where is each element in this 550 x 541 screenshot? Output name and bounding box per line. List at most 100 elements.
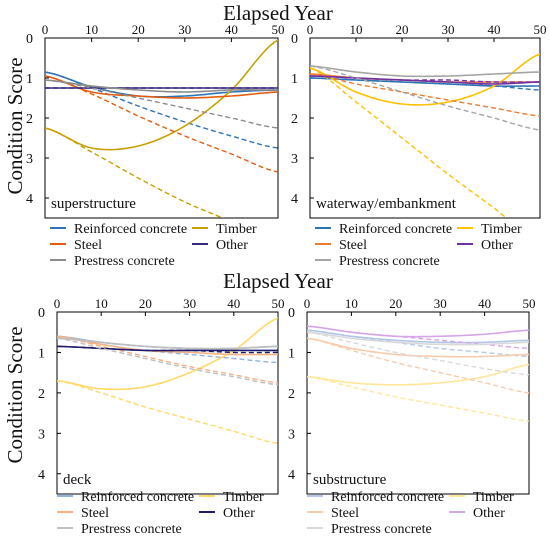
legend-item-reinforced-concrete: Reinforced concrete	[50, 222, 187, 237]
series-timber-solid	[45, 39, 278, 151]
y-tick-label: 2	[288, 387, 295, 402]
legend: Reinforced concrete Timber Steel Other Prest…	[315, 222, 522, 269]
legend-item-other: Other	[457, 238, 513, 253]
y-tick-label: 1	[291, 72, 298, 87]
x-tick-label: 40	[478, 296, 491, 311]
x-tick-label: 50	[272, 296, 285, 311]
series-prestress-concrete-solid	[307, 331, 529, 346]
legend-item-prestress-concrete: Prestress concrete	[315, 254, 440, 269]
legend-item-timber: Timber	[192, 222, 257, 237]
legend-item-reinforced-concrete: Reinforced concrete	[307, 490, 444, 505]
panel-title: superstructure	[51, 196, 136, 212]
legend-label: Prestress concrete	[339, 254, 440, 269]
plot-frame	[56, 311, 279, 495]
y-tick-label: 1	[288, 346, 295, 361]
legend-label: Steel	[339, 238, 367, 253]
x-tick-label: 30	[183, 296, 196, 311]
series-steel-solid	[307, 337, 529, 358]
series-prestress-concrete-solid	[45, 79, 278, 93]
legend-label: Timber	[473, 490, 514, 505]
y-tick-label: 0	[288, 306, 295, 321]
legend-item-timber: Timber	[457, 222, 522, 237]
series-reinforced-concrete-dashed	[57, 335, 278, 364]
series-prestress-concrete-solid	[310, 65, 540, 78]
series-timber-dashed	[57, 380, 278, 445]
legend-item-timber: Timber	[199, 490, 264, 505]
y-tick-label: 1	[26, 72, 33, 87]
legend-item-prestress-concrete: Prestress concrete	[50, 254, 175, 269]
panel-superstructure: 0 10 20 30 40 50 0 1 2 3 4 superstructure Reinforced…	[26, 22, 285, 269]
series-reinforced-concrete-solid	[310, 77, 540, 87]
legend-item-other: Other	[449, 506, 505, 521]
legend-item-prestress-concrete: Prestress concrete	[307, 522, 432, 537]
y-tick-label: 0	[26, 32, 33, 47]
top-y-axis-title: Condition Score	[3, 57, 27, 194]
series-prestress-concrete-dashed	[57, 337, 278, 386]
legend-label: Prestress concrete	[81, 522, 182, 537]
legend-label: Other	[216, 238, 248, 253]
y-tick-label: 4	[38, 468, 45, 483]
legend-label: Other	[473, 506, 505, 521]
legend-label: Reinforced concrete	[74, 222, 187, 237]
x-tick-label: 30	[434, 296, 447, 311]
y-tick-label: 4	[26, 192, 33, 207]
series-other-solid	[310, 75, 540, 85]
legend-item-steel: Steel	[57, 506, 109, 521]
legend-item-steel: Steel	[315, 238, 367, 253]
legend-item-timber: Timber	[449, 490, 514, 505]
legend-label: Prestress concrete	[331, 522, 432, 537]
legend-label: Timber	[223, 490, 264, 505]
series-other-solid	[57, 345, 278, 352]
x-tick-label: 40	[227, 296, 240, 311]
series-prestress-concrete-dashed	[307, 331, 529, 376]
x-tick-label: 50	[272, 22, 285, 37]
series-timber-solid	[57, 317, 278, 391]
x-tick-label: 50	[534, 22, 547, 37]
y-tick-label: 2	[26, 112, 33, 127]
x-tick-label: 20	[132, 22, 145, 37]
x-tick-label: 0	[42, 22, 49, 37]
x-tick-label: 30	[178, 22, 191, 37]
legend: Reinforced concrete Timber Steel Other Prest…	[57, 490, 264, 537]
legend-item-steel: Steel	[307, 506, 359, 521]
series-timber-solid	[307, 363, 529, 386]
series-steel-solid	[45, 75, 278, 99]
plot-frame	[309, 37, 541, 219]
panel-substructure: 0 10 20 30 40 50 0 1 2 3 4 substructure Reinforced c…	[288, 296, 536, 537]
panel-title: deck	[63, 472, 92, 488]
bottom-y-axis-title: Condition Score	[3, 326, 27, 463]
series-steel-dashed	[310, 73, 540, 117]
panel-title: waterway/embankment	[316, 196, 457, 212]
y-tick-label: 1	[38, 346, 45, 361]
x-tick-label: 50	[523, 296, 536, 311]
panel-waterway-embankment: 0 10 20 30 40 50 0 1 2 3 4 waterway/embankment Reinf…	[291, 22, 547, 269]
x-tick-label: 20	[389, 296, 402, 311]
series-other-dashed	[307, 325, 529, 350]
legend-item-reinforced-concrete: Reinforced concrete	[315, 222, 452, 237]
x-tick-label: 0	[54, 296, 61, 311]
series-other-solid	[307, 325, 529, 338]
series-other-dashed	[310, 75, 540, 83]
legend-item-other: Other	[199, 506, 255, 521]
x-tick-label: 20	[139, 296, 152, 311]
x-tick-label: 40	[225, 22, 238, 37]
series-steel-dashed	[307, 337, 529, 394]
legend-label: Reinforced concrete	[339, 222, 452, 237]
series-timber-dashed	[45, 127, 225, 218]
y-tick-label: 3	[26, 152, 33, 167]
legend-label: Prestress concrete	[74, 254, 175, 269]
x-tick-label: 10	[85, 22, 98, 37]
y-tick-label: 3	[38, 427, 45, 442]
panel-title: substructure	[313, 472, 387, 488]
y-tick-label: 3	[291, 152, 298, 167]
x-tick-label: 10	[350, 22, 363, 37]
legend-item-reinforced-concrete: Reinforced concrete	[57, 490, 194, 505]
legend-label: Other	[481, 238, 513, 253]
y-tick-label: 2	[291, 112, 298, 127]
x-tick-label: 30	[442, 22, 455, 37]
legend-item-prestress-concrete: Prestress concrete	[57, 522, 182, 537]
legend-label: Timber	[216, 222, 257, 237]
series-reinforced-concrete-solid	[307, 329, 529, 344]
legend-label: Timber	[481, 222, 522, 237]
